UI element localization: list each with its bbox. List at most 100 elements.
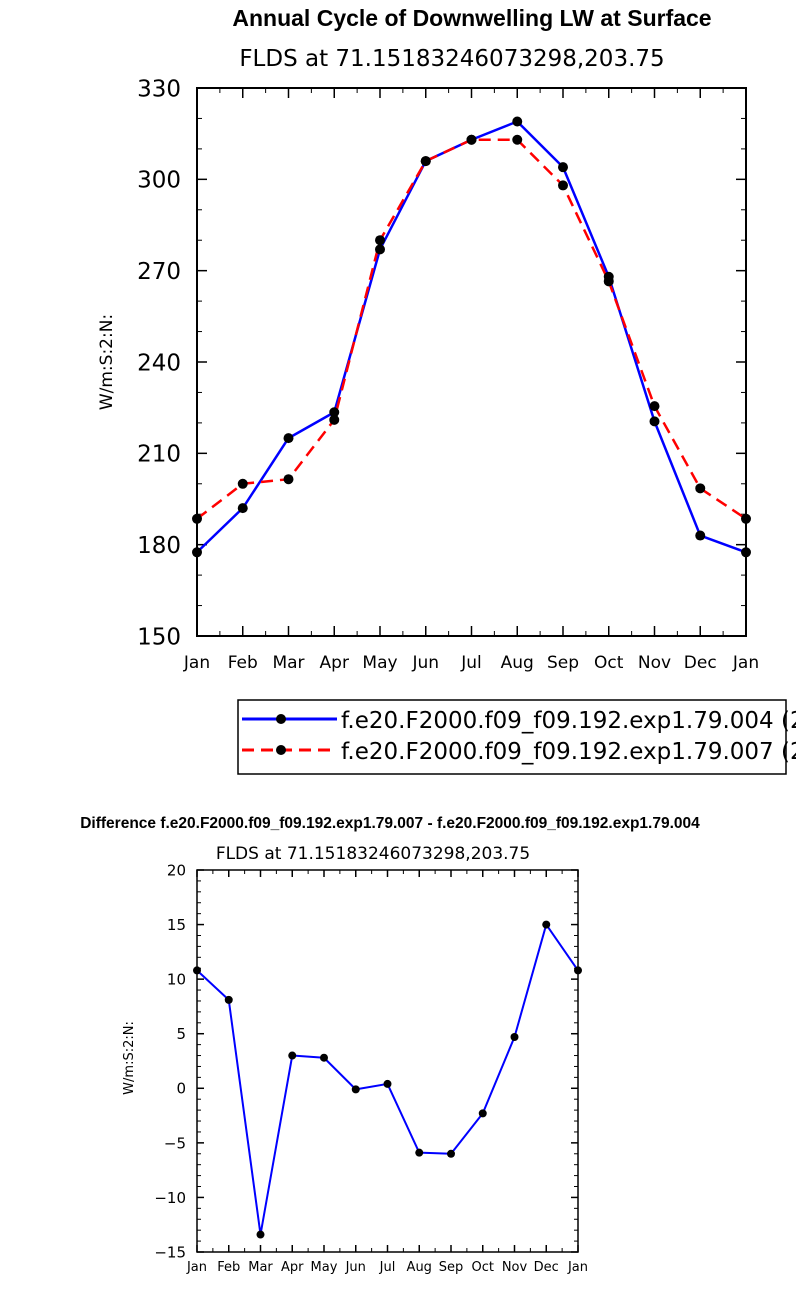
x-tick-label: Jan	[732, 653, 759, 673]
x-tick-label: Oct	[594, 653, 624, 673]
data-point-series-1	[695, 530, 706, 541]
y-tick-label: 150	[137, 624, 181, 650]
data-point-series-2	[603, 276, 614, 287]
series-line-2	[196, 138, 747, 520]
y-tick-label: 180	[137, 533, 181, 559]
y-tick-label: 300	[137, 168, 181, 194]
x-tick-label: Jul	[460, 653, 482, 673]
x-tick-label: Mar	[248, 1260, 273, 1275]
data-point-series-1	[288, 1051, 297, 1060]
difference-chart: Difference f.e20.F2000.f09_f09.192.exp1.…	[80, 815, 700, 1275]
y-tick-label: 330	[137, 76, 181, 102]
data-point-series-1	[320, 1053, 328, 1062]
data-point-series-2	[558, 180, 568, 191]
x-tick-label: Nov	[638, 653, 671, 673]
x-tick-label: Dec	[534, 1260, 559, 1275]
x-tick-label: May	[362, 653, 397, 673]
data-point-series-1	[512, 116, 523, 127]
chart2-y-tick-labels: −15 −10 −5 0 5 10 15 20	[154, 861, 186, 1261]
chart1-y-tick-labels: 150 180 210 240 270 300 330	[137, 76, 181, 650]
data-point-series-1	[649, 416, 660, 427]
data-point-series-1	[383, 1079, 392, 1088]
data-point-series-2	[237, 478, 248, 489]
data-point-series-1	[447, 1149, 455, 1158]
chart2-title: Difference f.e20.F2000.f09_f09.192.exp1.…	[80, 815, 700, 832]
data-point-series-2	[695, 483, 706, 494]
x-tick-label: Mar	[272, 653, 304, 673]
data-point-series-1	[478, 1109, 487, 1118]
data-point-series-1	[574, 966, 582, 975]
y-tick-label: −10	[154, 1189, 186, 1207]
data-point-series-2	[512, 134, 523, 145]
chart2-ylabel: W/m:S:2:N:	[122, 1021, 137, 1095]
x-tick-label: Apr	[281, 1260, 304, 1275]
plot-frame	[196, 87, 747, 637]
x-tick-label: Oct	[472, 1260, 494, 1275]
data-point-series-1	[351, 1085, 360, 1094]
chart1-ylabel: W/m:S:2:N:	[97, 314, 117, 410]
chart1-x-tick-labels: Jan Feb Mar Apr May Jun Jul Aug Sep Oct Nov Dec Jan	[183, 653, 759, 673]
data-point-series-1	[542, 920, 551, 929]
y-tick-label: −5	[164, 1134, 186, 1152]
x-tick-label: Jan	[567, 1260, 588, 1275]
data-point-series-1	[329, 407, 340, 418]
data-point-series-1	[237, 503, 248, 514]
data-point-series-1	[256, 1230, 265, 1239]
data-point-series-2	[192, 513, 202, 524]
x-tick-label: Sep	[547, 653, 579, 673]
y-tick-label: −15	[154, 1243, 186, 1261]
series-line-1	[196, 120, 747, 554]
x-tick-label: Aug	[501, 653, 534, 673]
chart1-data-points	[192, 116, 751, 558]
data-point-series-2	[466, 134, 477, 145]
data-point-series-2	[375, 235, 385, 246]
data-point-series-1	[283, 433, 294, 444]
chart2-series-lines	[196, 923, 579, 1236]
legend-label-series-2: f.e20.F2000.f09_f09.192.exp1.79.007 (2-6…	[341, 739, 796, 765]
x-tick-label: Sep	[439, 1260, 464, 1275]
x-tick-label: Jan	[183, 653, 210, 673]
y-tick-label: 10	[167, 971, 186, 989]
legend-marker-series-2	[276, 745, 286, 755]
chart1-axes	[196, 87, 747, 637]
chart2-data-points	[193, 920, 582, 1239]
x-tick-label: Feb	[217, 1260, 240, 1275]
data-point-series-1	[375, 244, 385, 255]
data-point-series-1	[224, 995, 233, 1004]
chart2-x-tick-labels: Jan Feb Mar Apr May Jun Jul Aug Sep Oct Nov Dec Jan	[186, 1260, 588, 1275]
legend-marker-series-1	[276, 714, 286, 724]
data-point-series-2	[420, 156, 431, 167]
chart2-subtitle: FLDS at 71.15183246073298,203.75	[216, 844, 530, 864]
data-point-series-1	[193, 966, 201, 975]
y-tick-label: 240	[137, 350, 181, 376]
x-tick-label: Jun	[345, 1260, 366, 1275]
x-tick-label: Feb	[228, 653, 258, 673]
y-tick-label: 20	[167, 861, 186, 879]
chart1-legend: f.e20.F2000.f09_f09.192.exp1.79.004 (2-6…	[237, 699, 796, 775]
data-point-series-2	[283, 474, 294, 485]
y-tick-label: 210	[137, 442, 181, 468]
legend-label-series-1: f.e20.F2000.f09_f09.192.exp1.79.004 (2-6…	[341, 708, 796, 734]
x-tick-label: Aug	[407, 1260, 432, 1275]
y-tick-label: 5	[176, 1025, 186, 1043]
data-point-series-2	[649, 401, 660, 412]
x-tick-label: Jan	[186, 1260, 207, 1275]
y-tick-label: 270	[137, 259, 181, 285]
data-point-series-1	[192, 547, 202, 558]
data-point-series-1	[510, 1032, 519, 1041]
y-tick-label: 15	[167, 916, 186, 934]
y-tick-label: 0	[176, 1080, 186, 1098]
data-point-series-2	[329, 414, 340, 425]
chart1-subtitle: FLDS at 71.15183246073298,203.75	[239, 46, 664, 72]
x-tick-label: Jun	[411, 653, 439, 673]
legend-box	[237, 699, 787, 775]
x-tick-label: Jul	[379, 1260, 396, 1275]
x-tick-label: May	[311, 1260, 338, 1275]
data-point-series-1	[741, 547, 751, 558]
chart1-series-lines	[196, 120, 747, 554]
x-tick-label: Dec	[684, 653, 717, 673]
x-tick-label: Nov	[502, 1260, 528, 1275]
x-tick-label: Apr	[320, 653, 349, 673]
data-point-series-1	[415, 1148, 424, 1157]
